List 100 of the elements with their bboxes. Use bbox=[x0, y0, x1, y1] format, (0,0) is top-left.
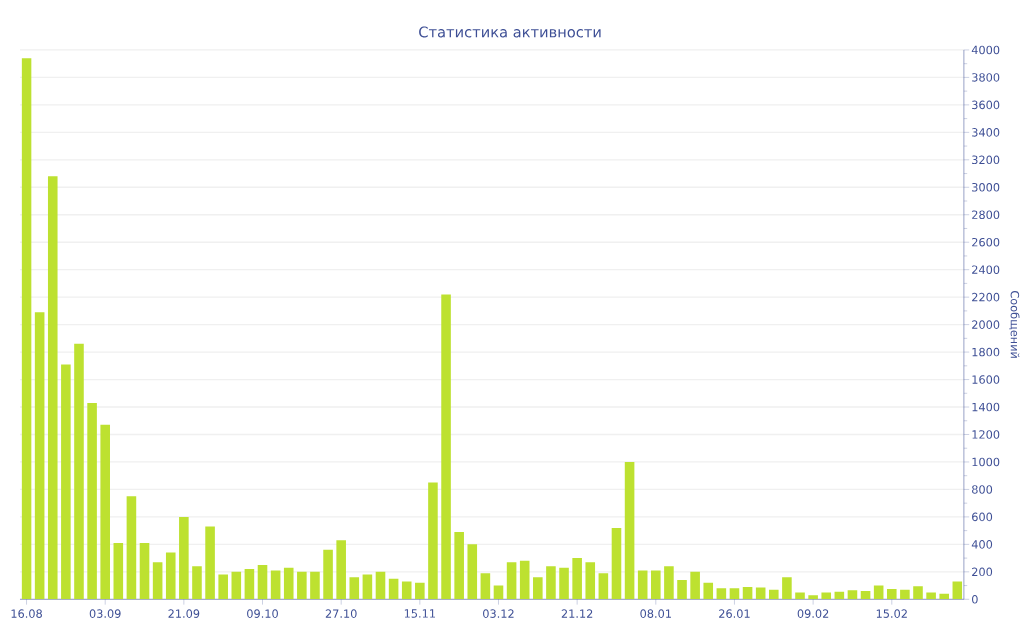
bar bbox=[769, 589, 779, 600]
bar bbox=[428, 482, 438, 600]
x-tick-label: 21.12 bbox=[561, 609, 593, 618]
x-tick-label: 16.08 bbox=[11, 609, 42, 618]
y-tick-label: 4000 bbox=[971, 45, 1000, 55]
bar bbox=[900, 589, 910, 600]
bar bbox=[323, 549, 333, 600]
bar bbox=[572, 557, 582, 600]
bar bbox=[546, 566, 556, 600]
y-tick-label: 3000 bbox=[972, 182, 1000, 192]
y-axis-title: Сообщений bbox=[1009, 290, 1020, 358]
y-tick-label: 3200 bbox=[972, 155, 1000, 164]
bar bbox=[192, 566, 202, 600]
bar bbox=[415, 582, 425, 600]
bar bbox=[401, 581, 412, 600]
x-tick-label: 15.11 bbox=[404, 609, 435, 618]
bar bbox=[218, 574, 228, 600]
y-tick-label: 1200 bbox=[972, 430, 1000, 439]
bar bbox=[34, 312, 45, 600]
y-tick-label: 1600 bbox=[972, 375, 1000, 384]
bar bbox=[913, 586, 923, 600]
bar bbox=[624, 461, 635, 600]
bar bbox=[441, 294, 451, 600]
y-tick-label: 2600 bbox=[972, 237, 1000, 247]
bar bbox=[519, 560, 530, 600]
bar bbox=[47, 176, 58, 600]
bar bbox=[179, 516, 189, 600]
bar bbox=[257, 564, 268, 600]
bar bbox=[952, 581, 963, 600]
y-tick-label: 1000 bbox=[972, 457, 1000, 467]
bar bbox=[297, 571, 307, 600]
bar bbox=[480, 573, 491, 600]
bar bbox=[559, 567, 569, 600]
bar bbox=[664, 566, 674, 600]
y-tick-label: 2800 bbox=[972, 210, 1000, 219]
bar bbox=[152, 562, 163, 600]
bar bbox=[506, 562, 517, 600]
y-tick-label: 2200 bbox=[972, 292, 1000, 302]
bar bbox=[310, 571, 320, 600]
y-tick-label: 0 bbox=[972, 594, 978, 604]
y-tick-label: 1800 bbox=[972, 347, 1000, 357]
bar bbox=[87, 402, 97, 600]
bar bbox=[244, 568, 255, 600]
x-tick-label: 26.01 bbox=[719, 609, 750, 618]
bar bbox=[349, 577, 360, 600]
bar bbox=[742, 586, 753, 600]
bar bbox=[362, 574, 373, 600]
bar bbox=[100, 424, 110, 600]
y-tick-label: 600 bbox=[972, 512, 993, 522]
bar bbox=[165, 552, 176, 600]
bar bbox=[585, 562, 596, 600]
x-tick-label: 03.09 bbox=[89, 609, 121, 618]
bar bbox=[782, 577, 792, 600]
bar bbox=[939, 593, 950, 600]
bar bbox=[21, 58, 32, 600]
y-tick-label: 400 bbox=[971, 539, 993, 549]
bar bbox=[388, 578, 399, 600]
chart-title: Статистика активности bbox=[419, 26, 601, 38]
bar bbox=[336, 540, 346, 600]
bar bbox=[61, 364, 71, 600]
bar bbox=[637, 570, 648, 600]
bar bbox=[113, 542, 124, 600]
bar bbox=[886, 588, 897, 600]
bar bbox=[375, 571, 386, 600]
x-tick-label: 08.01 bbox=[640, 609, 671, 618]
y-tick-label: 1400 bbox=[972, 402, 1000, 412]
bar bbox=[283, 567, 294, 600]
y-tick-label: 800 bbox=[972, 485, 993, 494]
x-tick-label: 03.12 bbox=[483, 609, 514, 618]
bar bbox=[821, 592, 832, 600]
bar bbox=[467, 544, 478, 600]
bar bbox=[926, 592, 936, 600]
y-tick-label: 2400 bbox=[972, 265, 1000, 274]
y-tick-label: 3600 bbox=[972, 100, 1000, 110]
x-tick-label: 09.10 bbox=[247, 609, 278, 618]
x-tick-label: 21.09 bbox=[168, 609, 200, 618]
bar bbox=[703, 582, 714, 600]
x-tick-label: 15.02 bbox=[876, 609, 907, 618]
x-tick-label: 09.02 bbox=[797, 609, 829, 618]
y-tick-label: 3800 bbox=[972, 73, 1000, 82]
bar bbox=[74, 343, 84, 600]
bar bbox=[677, 579, 687, 600]
bar bbox=[651, 570, 661, 600]
bar bbox=[808, 595, 818, 600]
bar bbox=[533, 577, 543, 600]
bar bbox=[139, 542, 150, 600]
bar bbox=[690, 571, 700, 600]
bar bbox=[611, 527, 622, 600]
bar bbox=[795, 592, 805, 600]
bar bbox=[860, 590, 871, 600]
bar bbox=[598, 573, 609, 600]
x-tick-label: 27.10 bbox=[325, 609, 357, 618]
bar bbox=[270, 570, 281, 600]
bar bbox=[847, 590, 858, 600]
bar bbox=[716, 588, 727, 600]
y-tick-label: 2000 bbox=[972, 320, 1000, 329]
y-tick-label: 200 bbox=[972, 567, 993, 576]
bar bbox=[729, 588, 740, 600]
bar bbox=[205, 526, 215, 600]
bar bbox=[454, 531, 464, 600]
